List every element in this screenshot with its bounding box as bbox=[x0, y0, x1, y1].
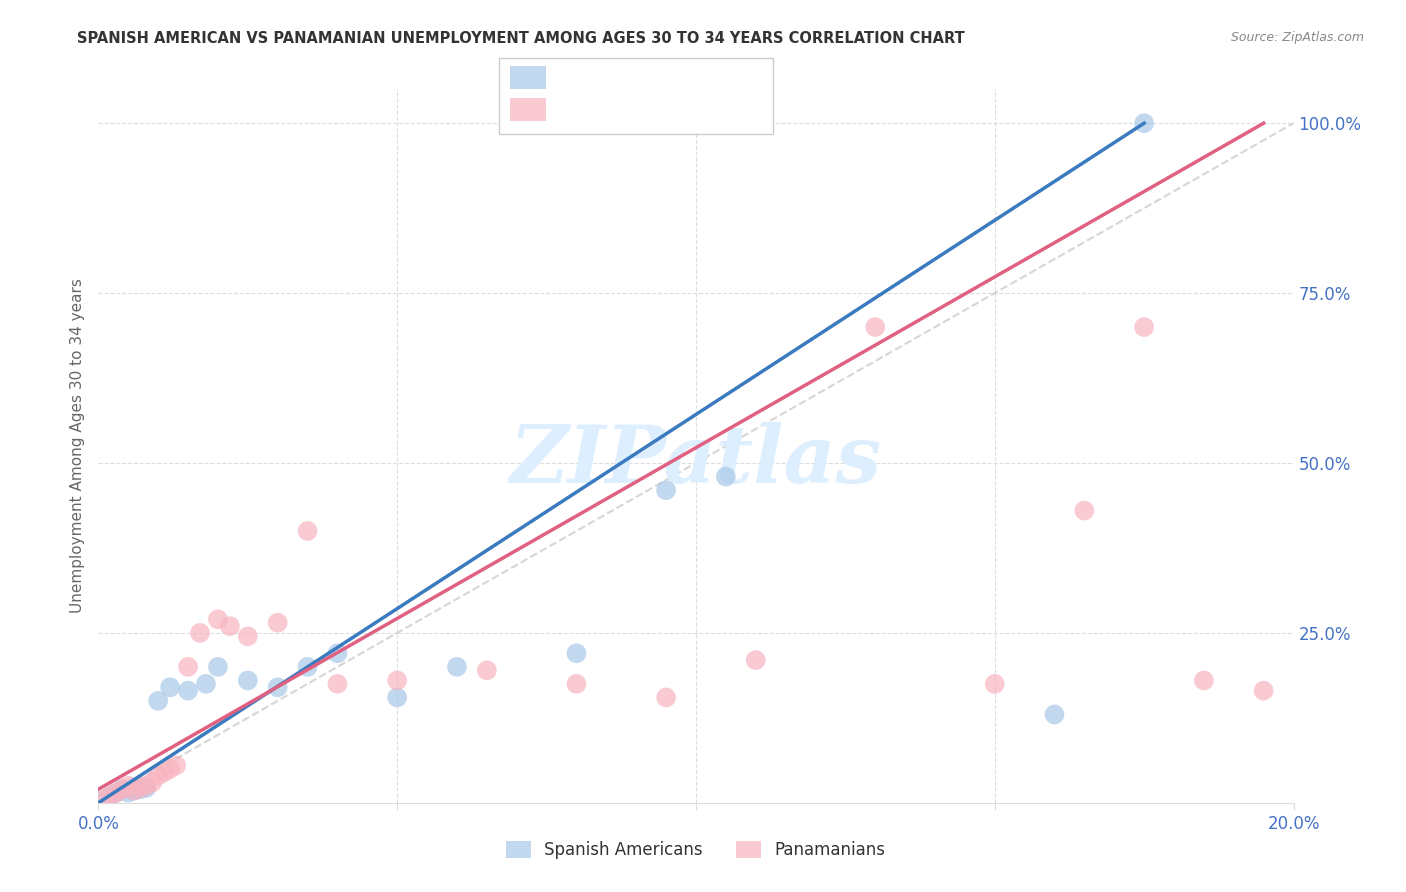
Point bbox=[385, 673, 409, 688]
Point bbox=[267, 615, 290, 630]
Point bbox=[297, 524, 319, 538]
Point bbox=[565, 646, 588, 660]
Point bbox=[129, 780, 152, 795]
Point bbox=[98, 789, 122, 803]
Text: R =: R = bbox=[557, 69, 593, 87]
Text: 24: 24 bbox=[683, 69, 707, 87]
Point bbox=[1133, 320, 1156, 334]
Point bbox=[714, 469, 737, 483]
Point bbox=[148, 769, 170, 783]
Text: 0.773: 0.773 bbox=[588, 101, 641, 119]
Point bbox=[98, 789, 122, 803]
Point bbox=[236, 673, 259, 688]
Text: 32: 32 bbox=[683, 101, 707, 119]
Point bbox=[326, 677, 349, 691]
Point bbox=[188, 626, 211, 640]
Text: SPANISH AMERICAN VS PANAMANIAN UNEMPLOYMENT AMONG AGES 30 TO 34 YEARS CORRELATIO: SPANISH AMERICAN VS PANAMANIAN UNEMPLOYM… bbox=[77, 31, 965, 46]
Point bbox=[297, 660, 319, 674]
Point bbox=[117, 786, 139, 800]
Point bbox=[446, 660, 468, 674]
Point bbox=[655, 483, 678, 498]
Point bbox=[267, 680, 290, 694]
Point bbox=[565, 677, 588, 691]
Point bbox=[655, 690, 678, 705]
Text: ZIPatlas: ZIPatlas bbox=[510, 422, 882, 499]
Point bbox=[236, 629, 259, 643]
Point bbox=[153, 765, 176, 780]
Point bbox=[165, 758, 187, 772]
Point bbox=[111, 782, 134, 797]
Point bbox=[159, 680, 181, 694]
Point bbox=[93, 792, 115, 806]
Point bbox=[475, 663, 498, 677]
Point bbox=[141, 775, 163, 789]
Point bbox=[177, 683, 200, 698]
Legend: Spanish Americans, Panamanians: Spanish Americans, Panamanians bbox=[499, 834, 893, 866]
Point bbox=[219, 619, 242, 633]
Point bbox=[1073, 503, 1095, 517]
Point bbox=[177, 660, 200, 674]
Point bbox=[1133, 116, 1156, 130]
Point bbox=[1253, 683, 1275, 698]
Point bbox=[117, 779, 139, 793]
Point bbox=[195, 677, 218, 691]
Point bbox=[984, 677, 1007, 691]
Point bbox=[129, 782, 152, 797]
Text: Source: ZipAtlas.com: Source: ZipAtlas.com bbox=[1230, 31, 1364, 45]
Point bbox=[105, 786, 128, 800]
Point bbox=[207, 660, 229, 674]
Point bbox=[93, 792, 115, 806]
Point bbox=[385, 690, 409, 705]
Point bbox=[124, 783, 146, 797]
Text: R =: R = bbox=[557, 101, 593, 119]
Text: N =: N = bbox=[655, 101, 692, 119]
Point bbox=[105, 786, 128, 800]
Point bbox=[326, 646, 349, 660]
Point bbox=[865, 320, 887, 334]
Point bbox=[111, 782, 134, 797]
Point bbox=[1192, 673, 1215, 688]
Point bbox=[159, 762, 181, 776]
Point bbox=[148, 694, 170, 708]
Point bbox=[135, 780, 157, 795]
Y-axis label: Unemployment Among Ages 30 to 34 years: Unemployment Among Ages 30 to 34 years bbox=[69, 278, 84, 614]
Point bbox=[135, 779, 157, 793]
Point bbox=[124, 783, 146, 797]
Point bbox=[1043, 707, 1066, 722]
Point bbox=[745, 653, 768, 667]
Text: N =: N = bbox=[655, 69, 692, 87]
Text: 0.836: 0.836 bbox=[588, 69, 640, 87]
Point bbox=[207, 612, 229, 626]
